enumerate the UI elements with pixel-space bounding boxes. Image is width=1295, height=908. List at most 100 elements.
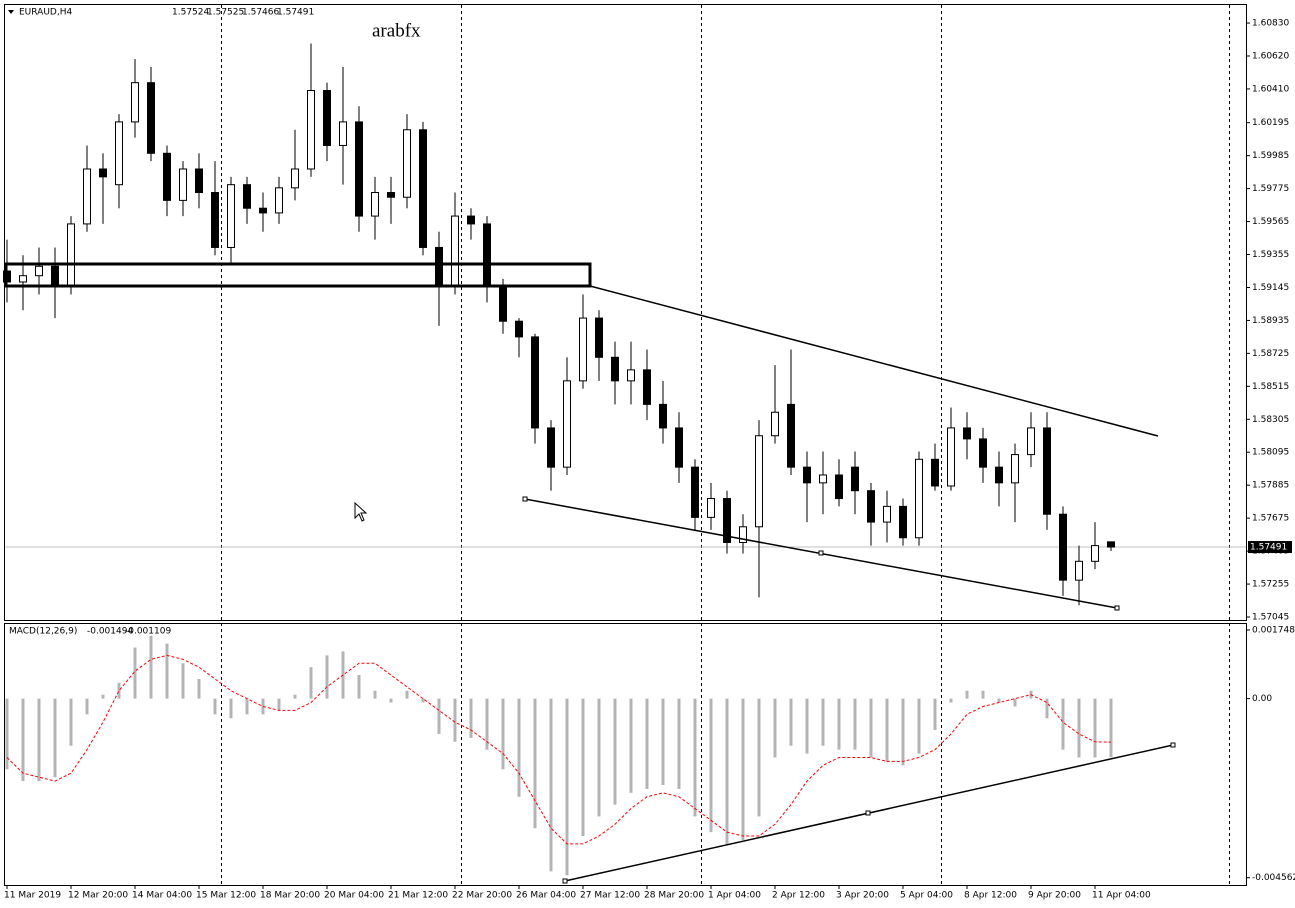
x-tick-label: 8 Apr 12:00 bbox=[964, 891, 1017, 901]
x-tick-label: 15 Mar 12:00 bbox=[196, 891, 256, 901]
candle-body bbox=[179, 168, 187, 201]
y-tick-label: 0.00 bbox=[1252, 694, 1272, 704]
candle-body bbox=[83, 168, 91, 225]
candle-body bbox=[931, 458, 939, 487]
candle-body bbox=[1107, 541, 1115, 548]
macd-bar bbox=[645, 698, 649, 789]
x-tick-label: 22 Mar 20:00 bbox=[452, 891, 512, 901]
candle-body bbox=[515, 320, 523, 338]
candle-body bbox=[51, 265, 59, 288]
macd-bar bbox=[69, 698, 73, 746]
macd-bar bbox=[133, 647, 137, 699]
mouse-cursor bbox=[354, 501, 368, 522]
y-tick-label: -0.004562 bbox=[1252, 873, 1295, 883]
macd-bar bbox=[965, 690, 969, 699]
ohlc-value: 1.57466 bbox=[242, 8, 279, 18]
macd-bar bbox=[933, 698, 937, 731]
macd-bar bbox=[981, 690, 985, 699]
macd-bar bbox=[629, 698, 633, 793]
candle-body bbox=[1075, 560, 1083, 581]
candle-body bbox=[307, 90, 315, 170]
macd-bar bbox=[533, 698, 537, 829]
y-tick-label: 1.60620 bbox=[1252, 52, 1289, 62]
macd-bar bbox=[1077, 698, 1081, 758]
macd-value: -0.001494 bbox=[87, 627, 133, 637]
macd-bar bbox=[709, 698, 713, 833]
macd-bar bbox=[757, 698, 761, 817]
macd-bar bbox=[245, 698, 249, 715]
candle-body bbox=[883, 505, 891, 523]
watermark: arabfx bbox=[372, 20, 421, 41]
y-tick-label: 1.59565 bbox=[1252, 217, 1289, 227]
candle-body bbox=[547, 427, 555, 468]
macd-bar bbox=[469, 698, 473, 738]
macd-bar bbox=[181, 663, 185, 699]
macd-bar bbox=[485, 698, 489, 750]
ohlc-value: 1.57491 bbox=[277, 8, 314, 18]
y-tick-label: 1.58725 bbox=[1252, 349, 1289, 359]
candle-body bbox=[579, 317, 587, 382]
macd-bar bbox=[149, 635, 153, 699]
candle-body bbox=[851, 466, 859, 492]
macd-bar bbox=[613, 698, 617, 805]
macd-bar bbox=[869, 698, 873, 758]
candle-body bbox=[99, 168, 107, 178]
price-tag-label: 1.57491 bbox=[1250, 543, 1287, 553]
macd-bar bbox=[661, 698, 665, 785]
candle-body bbox=[499, 286, 507, 322]
candle-body bbox=[979, 438, 987, 468]
macd-bar bbox=[277, 698, 281, 711]
candle-body bbox=[1027, 427, 1035, 456]
x-tick-label: 11 Mar 2019 bbox=[4, 891, 61, 901]
macd-value: -0.001109 bbox=[125, 627, 171, 637]
macd-bar bbox=[597, 698, 601, 817]
macd-bar bbox=[725, 698, 729, 844]
macd-bar bbox=[1109, 698, 1113, 758]
period-separators bbox=[221, 5, 1230, 885]
macd-bar bbox=[805, 698, 809, 754]
x-tick-label: 14 Mar 04:00 bbox=[132, 891, 192, 901]
macd-bar bbox=[229, 698, 233, 719]
macd-bar bbox=[773, 698, 777, 758]
candle-body bbox=[115, 121, 123, 186]
x-tick-label: 12 Mar 20:00 bbox=[68, 891, 128, 901]
candle-body bbox=[451, 215, 459, 288]
macd-bar bbox=[421, 698, 425, 703]
macd-bar bbox=[309, 667, 313, 699]
candle-body bbox=[1043, 427, 1051, 515]
y-tick-label: 1.58935 bbox=[1252, 316, 1289, 326]
candle-body bbox=[131, 82, 139, 123]
menu-arrow[interactable] bbox=[8, 10, 14, 14]
candle-body bbox=[275, 187, 283, 214]
macd-bar bbox=[741, 698, 745, 840]
macd-bar bbox=[373, 690, 377, 699]
candle-body bbox=[627, 369, 635, 382]
macd-bar bbox=[885, 698, 889, 762]
candle-body bbox=[691, 466, 699, 518]
candle-body bbox=[147, 82, 155, 154]
macd-bar bbox=[1061, 698, 1065, 750]
candle-body bbox=[915, 458, 923, 539]
macd-bar bbox=[357, 675, 361, 699]
candle-body bbox=[803, 466, 811, 484]
candle-body bbox=[787, 403, 795, 468]
macd-bar bbox=[293, 694, 297, 699]
y-tick-label: 1.59775 bbox=[1252, 184, 1289, 194]
macd-bar bbox=[165, 643, 169, 699]
y-tick-label: 1.57885 bbox=[1252, 481, 1289, 491]
x-tick-label: 28 Mar 20:00 bbox=[644, 891, 704, 901]
y-tick-label: 1.60830 bbox=[1252, 19, 1289, 29]
macd-bar bbox=[405, 690, 409, 699]
y-tick-label: 1.59355 bbox=[1252, 250, 1289, 260]
macd-bar bbox=[213, 698, 217, 715]
macd-bar bbox=[853, 698, 857, 750]
macd-bar bbox=[21, 698, 25, 782]
candle-body bbox=[419, 129, 427, 248]
candle-body bbox=[675, 427, 683, 468]
candle-body bbox=[403, 129, 411, 198]
candle-body bbox=[1091, 545, 1099, 562]
candle-body bbox=[947, 427, 955, 487]
candle-body bbox=[867, 490, 875, 523]
macd-bar bbox=[789, 698, 793, 746]
y-tick-label: 1.58305 bbox=[1252, 415, 1289, 425]
